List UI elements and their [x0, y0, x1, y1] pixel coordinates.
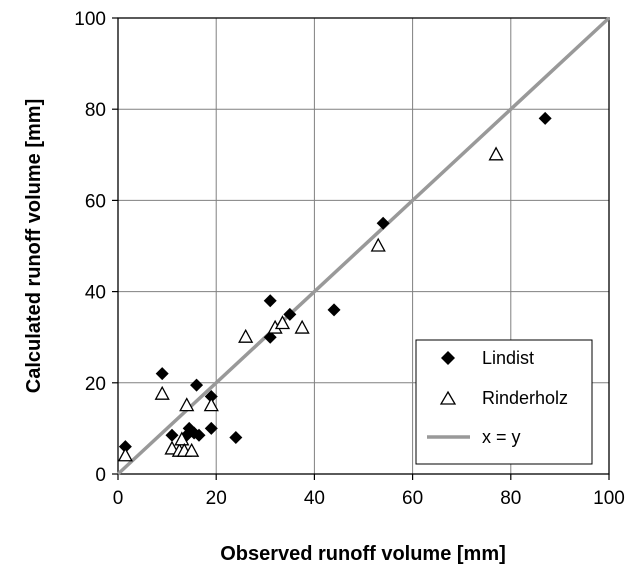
- plot-area-frame: [117, 17, 610, 475]
- x-tick-label: 100: [593, 488, 625, 509]
- legend-marker-rinderholz: [439, 390, 457, 405]
- data-point-lindist: [263, 330, 277, 344]
- x-axis-ticks: 0 20 40 60 80 100: [113, 474, 625, 509]
- legend-label-x-equals-y: x = y: [482, 427, 521, 447]
- legend-label-lindist: Lindist: [482, 348, 534, 368]
- legend-marker-lindist: [441, 351, 455, 365]
- data-point-lindist: [155, 367, 169, 381]
- y-tick-label: 80: [85, 100, 106, 121]
- data-point-lindist: [204, 389, 218, 403]
- data-point-lindist: [118, 440, 132, 454]
- data-point-rinderholz: [238, 328, 254, 343]
- data-point-lindist: [376, 216, 390, 230]
- data-point-lindist: [204, 421, 218, 435]
- data-point-rinderholz: [274, 315, 291, 330]
- legend-label-rinderholz: Rinderholz: [482, 388, 568, 408]
- data-point-rinderholz: [488, 146, 504, 161]
- data-point-lindist: [283, 307, 297, 321]
- data-point-rinderholz: [154, 385, 170, 400]
- x-tick-label: 20: [206, 488, 227, 509]
- data-point-lindist: [165, 428, 179, 442]
- data-point-rinderholz: [294, 319, 310, 334]
- legend: Lindist Rinderholz x = y: [415, 339, 593, 465]
- series-layer: [116, 16, 611, 476]
- data-point-rinderholz: [117, 447, 133, 462]
- data-point-lindist: [327, 303, 341, 317]
- data-point-lindist: [263, 294, 277, 308]
- y-tick-label: 0: [95, 465, 106, 486]
- data-point-lindist: [192, 428, 206, 442]
- y-tick-label: 60: [85, 191, 106, 212]
- x-tick-label: 40: [304, 488, 325, 509]
- y-tick-label: 40: [85, 283, 106, 304]
- data-point-rinderholz: [174, 431, 190, 446]
- x-tick-label: 60: [402, 488, 423, 509]
- y-axis-ticks: 0 20 40 60 80 100: [74, 9, 118, 486]
- y-axis-title: Calculated runoff volume [mm]: [23, 99, 45, 393]
- y-tick-label: 100: [74, 9, 106, 30]
- data-point-rinderholz: [370, 237, 386, 252]
- x-tick-label: 0: [113, 488, 124, 509]
- data-point-rinderholz: [179, 397, 195, 412]
- series-line-x-equals-y: [116, 16, 611, 476]
- x-axis-title: Observed runoff volume [mm]: [220, 543, 506, 565]
- x-tick-label: 80: [500, 488, 521, 509]
- data-point-rinderholz: [203, 397, 219, 412]
- y-tick-label: 20: [85, 374, 106, 395]
- data-point-lindist: [190, 378, 204, 392]
- data-point-lindist: [229, 431, 243, 445]
- data-point-lindist: [538, 111, 552, 125]
- data-point-rinderholz: [184, 442, 200, 457]
